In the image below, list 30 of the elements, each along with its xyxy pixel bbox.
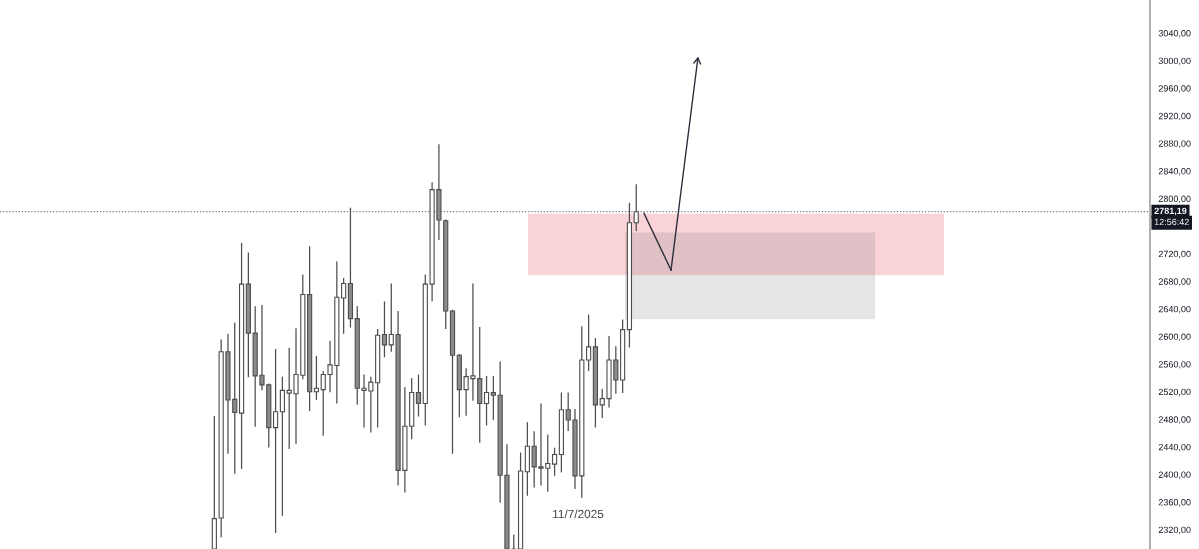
y-tick-label: 3000,00 xyxy=(1158,57,1191,66)
y-tick-label: 2560,00 xyxy=(1158,361,1191,369)
y-tick-label: 2640,00 xyxy=(1158,305,1191,314)
y-tick-label: 2920,00 xyxy=(1158,112,1191,121)
y-tick-label: 2800,00 xyxy=(1158,195,1191,204)
y-tick-label: 2520,00 xyxy=(1158,388,1191,397)
candlestick xyxy=(633,184,639,231)
candlestick xyxy=(313,355,320,400)
y-tick-label: 2320,00 xyxy=(1158,526,1191,535)
y-tick-label: 2720,00 xyxy=(1158,250,1191,259)
y-tick-label: 2480,00 xyxy=(1158,416,1191,424)
y-tick-label: 2960,00 xyxy=(1158,85,1191,93)
candlestick xyxy=(272,349,279,534)
y-tick-label: 2400,00 xyxy=(1158,471,1191,479)
y-tick-label: 2880,00 xyxy=(1158,140,1191,148)
annotation: 12:56:42 xyxy=(1154,218,1189,226)
candlestick xyxy=(381,301,388,358)
candlestick xyxy=(415,374,422,417)
y-tick-label: 2360,00 xyxy=(1158,499,1191,507)
candlestick xyxy=(586,314,592,371)
annotation: 11/7/2025 xyxy=(553,509,604,519)
candlestick xyxy=(551,447,558,476)
y-tick-label: 2600,00 xyxy=(1158,333,1191,341)
candlestick xyxy=(483,375,490,426)
y-tick-label: 3040,00 xyxy=(1158,30,1191,38)
candlestick xyxy=(279,376,285,516)
y-tick-label: 2680,00 xyxy=(1158,278,1191,286)
y-tick-label: 2440,00 xyxy=(1158,443,1191,452)
y-tick-label: 2840,00 xyxy=(1158,168,1191,176)
ref-line-label: 2781,19 xyxy=(1154,207,1187,216)
